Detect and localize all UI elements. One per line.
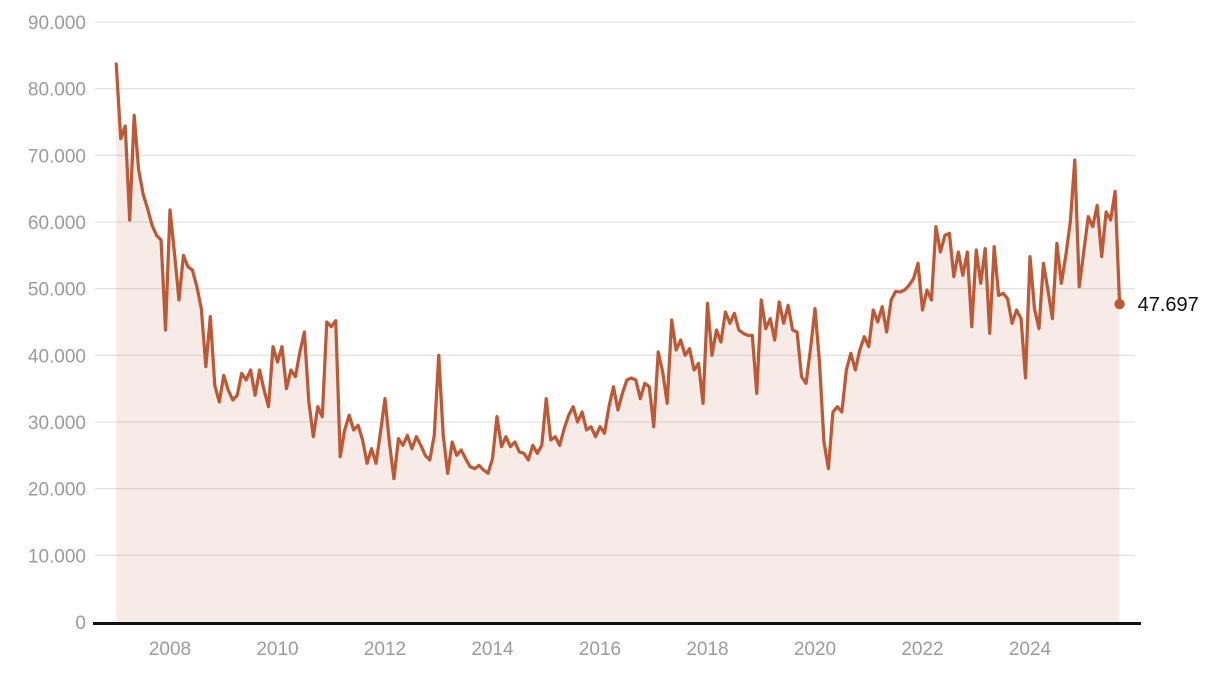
end-dot <box>1114 298 1125 310</box>
x-axis-tick-label: 2018 <box>686 639 728 660</box>
y-axis-tick-label: 30.000 <box>28 413 86 434</box>
series-line <box>114 62 1122 481</box>
y-axis-tick-label: 60.000 <box>28 213 86 234</box>
series-area <box>116 64 1120 622</box>
x-axis-tick-label: 2024 <box>1009 639 1052 660</box>
x-axis-tick-label: 2008 <box>149 639 191 660</box>
x-axis-tick-label: 2012 <box>364 639 406 660</box>
y-axis-tick-label: 10.000 <box>28 546 86 567</box>
x-axis-tick-label: 2010 <box>256 639 298 660</box>
y-axis-tick-label: 20.000 <box>28 480 86 501</box>
y-axis-tick-label: 70.000 <box>28 146 86 167</box>
x-axis-tick-label: 2016 <box>579 639 621 660</box>
y-axis-tick-label: 50.000 <box>28 280 86 301</box>
y-axis-tick-label: 40.000 <box>28 346 86 367</box>
end-value-label: 47.697 <box>1138 294 1199 316</box>
x-axis-tick-label: 2020 <box>794 639 836 660</box>
y-axis-tick-label: 80.000 <box>28 80 86 101</box>
y-axis-tick-label: 90.000 <box>28 13 86 34</box>
y-axis-tick-label: 0 <box>75 613 86 634</box>
x-axis-tick-label: 2014 <box>471 639 514 660</box>
x-axis-tick-label: 2022 <box>901 639 943 660</box>
